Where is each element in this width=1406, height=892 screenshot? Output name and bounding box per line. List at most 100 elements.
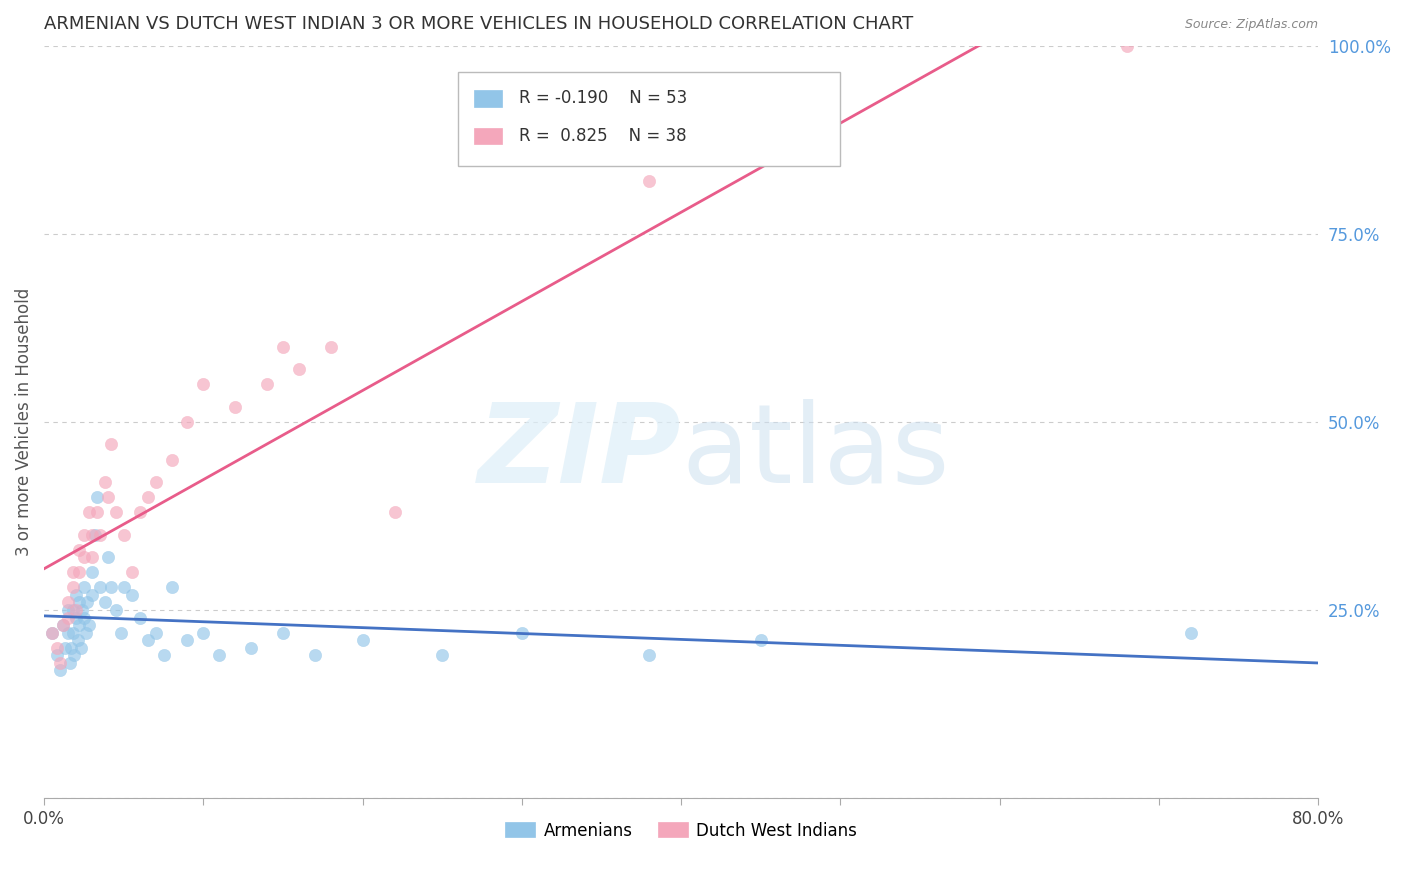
Point — [53, 640, 76, 655]
Point — [62, 581, 84, 595]
Point — [62, 625, 84, 640]
Point — [69, 640, 91, 655]
Point — [145, 625, 167, 640]
Point — [121, 588, 143, 602]
Point — [97, 490, 120, 504]
Point — [638, 648, 661, 662]
Point — [136, 490, 159, 504]
Point — [58, 656, 80, 670]
Point — [100, 437, 122, 451]
Point — [67, 618, 90, 632]
Point — [271, 625, 294, 640]
Point — [52, 618, 75, 632]
Point — [1180, 625, 1202, 640]
Point — [62, 603, 84, 617]
Y-axis label: 3 or more Vehicles in Household: 3 or more Vehicles in Household — [15, 288, 32, 556]
Point — [80, 528, 103, 542]
Point — [319, 340, 342, 354]
Point — [73, 581, 96, 595]
Point — [56, 610, 79, 624]
Point — [160, 581, 183, 595]
Point — [352, 633, 374, 648]
Point — [271, 340, 294, 354]
Point — [176, 633, 198, 648]
Point — [80, 566, 103, 580]
Point — [112, 581, 135, 595]
Point — [86, 505, 108, 519]
Point — [84, 528, 107, 542]
FancyBboxPatch shape — [458, 72, 841, 166]
Point — [145, 475, 167, 489]
Point — [193, 625, 215, 640]
Point — [67, 566, 90, 580]
Point — [240, 640, 263, 655]
FancyBboxPatch shape — [474, 128, 502, 145]
Point — [65, 610, 87, 624]
Point — [104, 603, 127, 617]
Point — [176, 415, 198, 429]
Point — [65, 603, 87, 617]
Point — [86, 490, 108, 504]
Point — [56, 625, 79, 640]
Point — [121, 566, 143, 580]
Point — [49, 663, 72, 677]
FancyBboxPatch shape — [474, 90, 502, 107]
Point — [67, 595, 90, 609]
Point — [93, 475, 115, 489]
Legend: Armenians, Dutch West Indians: Armenians, Dutch West Indians — [499, 815, 863, 847]
Point — [49, 656, 72, 670]
Point — [110, 625, 132, 640]
Point — [73, 528, 96, 542]
Point — [65, 588, 87, 602]
Point — [52, 618, 75, 632]
Point — [100, 581, 122, 595]
Point — [638, 174, 661, 188]
Point — [384, 505, 406, 519]
Point — [128, 610, 150, 624]
Point — [160, 452, 183, 467]
Text: ZIP: ZIP — [478, 399, 681, 506]
Point — [41, 625, 63, 640]
Point — [63, 648, 86, 662]
Point — [80, 550, 103, 565]
Point — [80, 588, 103, 602]
Point — [76, 595, 98, 609]
Point — [66, 633, 89, 648]
Point — [304, 648, 326, 662]
Point — [72, 603, 94, 617]
Point — [193, 377, 215, 392]
Point — [56, 603, 79, 617]
Point — [136, 633, 159, 648]
Point — [152, 648, 174, 662]
Point — [208, 648, 231, 662]
Text: atlas: atlas — [681, 399, 949, 506]
Point — [93, 595, 115, 609]
Point — [77, 505, 100, 519]
Point — [56, 595, 79, 609]
Point — [41, 625, 63, 640]
Point — [73, 610, 96, 624]
Point — [89, 528, 111, 542]
Point — [224, 400, 246, 414]
Text: Source: ZipAtlas.com: Source: ZipAtlas.com — [1185, 18, 1319, 30]
Point — [288, 362, 311, 376]
Point — [77, 618, 100, 632]
Point — [256, 377, 278, 392]
Point — [112, 528, 135, 542]
Point — [104, 505, 127, 519]
Text: R =  0.825    N = 38: R = 0.825 N = 38 — [519, 127, 688, 145]
Text: R = -0.190    N = 53: R = -0.190 N = 53 — [519, 89, 688, 107]
Point — [1116, 38, 1139, 53]
Text: ARMENIAN VS DUTCH WEST INDIAN 3 OR MORE VEHICLES IN HOUSEHOLD CORRELATION CHART: ARMENIAN VS DUTCH WEST INDIAN 3 OR MORE … — [44, 15, 914, 33]
Point — [97, 550, 120, 565]
Point — [89, 581, 111, 595]
Point — [73, 550, 96, 565]
Point — [75, 625, 97, 640]
Point — [45, 640, 67, 655]
Point — [45, 648, 67, 662]
Point — [67, 542, 90, 557]
Point — [749, 633, 772, 648]
Point — [128, 505, 150, 519]
Point — [60, 640, 83, 655]
Point — [62, 566, 84, 580]
